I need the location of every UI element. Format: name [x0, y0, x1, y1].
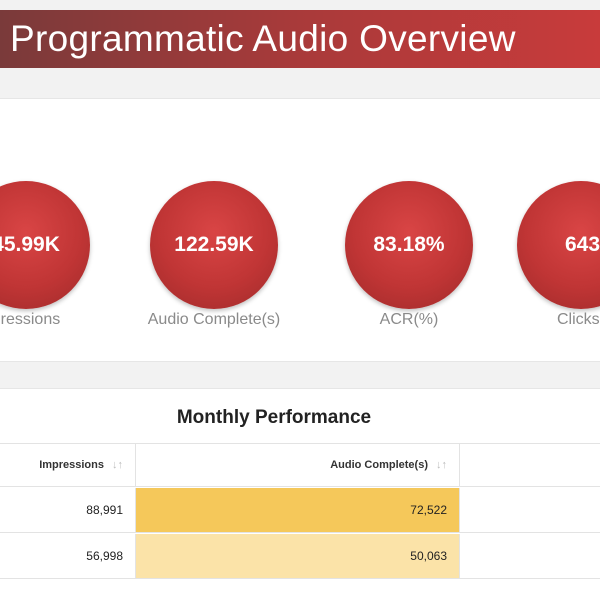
table-cell-impressions: 56,998 [0, 534, 136, 579]
table-cell-next [460, 534, 600, 579]
kpi-audio-complete: 122.59K Audio Complete(s) [114, 181, 314, 341]
column-header-audio-complete[interactable]: Audio Complete(s) ↓↑ [136, 443, 460, 487]
kpi-impressions: 45.99K pressions [0, 181, 126, 341]
kpi-value: 643 [565, 233, 600, 256]
kpi-acr: 83.18% ACR(%) [309, 181, 509, 341]
kpi-value: 122.59K [174, 233, 254, 256]
sort-icon[interactable]: ↓↑ [436, 459, 447, 471]
kpi-label: Audio Complete(s) [147, 311, 281, 328]
table-row: 88,991 72,522 [0, 488, 600, 533]
kpi-label: Clicks [557, 311, 600, 328]
sort-icon[interactable]: ↓↑ [112, 459, 123, 471]
table-cell-next [460, 488, 600, 533]
kpi-value: 83.18% [373, 233, 445, 256]
column-header-impressions[interactable]: Impressions ↓↑ [0, 443, 136, 487]
table-header-row: Impressions ↓↑ Audio Complete(s) ↓↑ [0, 443, 600, 487]
kpi-value: 45.99K [0, 233, 60, 256]
table-cell-audio-complete: 72,522 [136, 488, 460, 533]
kpi-circle: 83.18% [345, 181, 473, 309]
table-row: 56,998 50,063 [0, 534, 600, 579]
kpi-label: pressions [0, 311, 61, 328]
kpi-panel: 45.99K pressions 122.59K Audio Complete(… [0, 98, 600, 362]
page-title: Programmatic Audio Overview [10, 18, 516, 59]
kpi-circle: 45.99K [0, 181, 90, 309]
kpi-circle: 122.59K [150, 181, 278, 309]
kpi-clicks: 643 Clicks [481, 181, 600, 341]
monthly-performance-panel: Monthly Performance Impressions ↓↑ Audio… [0, 388, 600, 600]
table-title: Monthly Performance [176, 407, 372, 428]
kpi-circle: 643 [517, 181, 600, 309]
title-bar: Programmatic Audio Overview [0, 10, 600, 68]
table-cell-audio-complete: 50,063 [136, 534, 460, 579]
kpi-label: ACR(%) [379, 311, 439, 328]
table-cell-impressions: 88,991 [0, 488, 136, 533]
column-header-next [460, 443, 600, 487]
